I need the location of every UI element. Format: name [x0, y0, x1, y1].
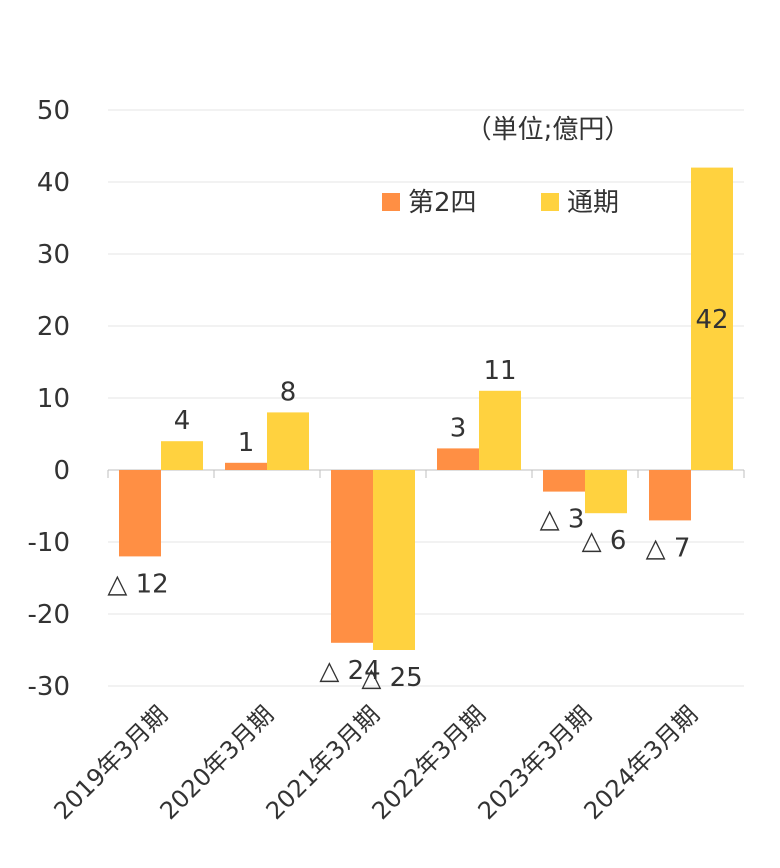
y-tick-label: 40 [37, 168, 70, 198]
bar-full-year [161, 441, 203, 470]
bar-full-year [479, 390, 521, 470]
data-label: △ 3 [540, 505, 585, 535]
data-label: 3 [450, 413, 467, 443]
data-label: △ 7 [646, 533, 691, 563]
legend-label: 第2四 [408, 188, 477, 218]
data-label: △ 24 [319, 656, 380, 686]
bar-full-year [373, 470, 415, 650]
legend-swatch [541, 193, 559, 211]
bar-q2 [331, 470, 373, 643]
bar-q2 [119, 470, 161, 557]
bar-full-year [267, 412, 309, 470]
y-tick-label: 0 [53, 456, 70, 486]
bar-full-year [585, 470, 627, 514]
legend: 第2四 通期 [382, 188, 619, 218]
bars [119, 167, 733, 650]
data-labels: △ 12 1 △ 24 3 △ 3 △ 7 4 8 △ 25 11 △ 6 42 [107, 305, 728, 693]
data-label: △ 12 [107, 569, 168, 599]
data-label: △ 25 [361, 663, 422, 693]
y-axis-ticks: -30 -20 -10 0 10 20 30 40 50 [28, 96, 70, 702]
y-tick-label: 10 [37, 384, 70, 414]
bar-q2 [649, 470, 691, 521]
data-label: △ 6 [582, 526, 627, 556]
y-tick-label: 50 [37, 96, 70, 126]
data-label: 1 [238, 428, 255, 458]
y-tick-label: 20 [37, 312, 70, 342]
unit-label: （単位;億円） [466, 115, 631, 145]
y-tick-label: -30 [28, 672, 70, 702]
y-tick-label: -10 [28, 528, 70, 558]
bar-q2 [437, 448, 479, 470]
category-labels: 2019年3月期2020年3月期2021年3月期2022年3月期2023年3月期… [49, 700, 704, 825]
legend-swatch [382, 193, 400, 211]
bar-q2 [543, 470, 585, 492]
legend-label: 通期 [567, 188, 619, 218]
bar-q2 [225, 462, 267, 470]
bar-full-year [691, 167, 733, 470]
data-label: 8 [280, 377, 297, 407]
data-label: 42 [695, 305, 728, 335]
y-tick-label: -20 [28, 600, 70, 630]
category-label: 2024年3月期 [579, 700, 704, 825]
y-tick-label: 30 [37, 240, 70, 270]
data-label: 11 [483, 356, 516, 386]
gridlines [107, 109, 745, 687]
data-label: 4 [174, 406, 191, 436]
